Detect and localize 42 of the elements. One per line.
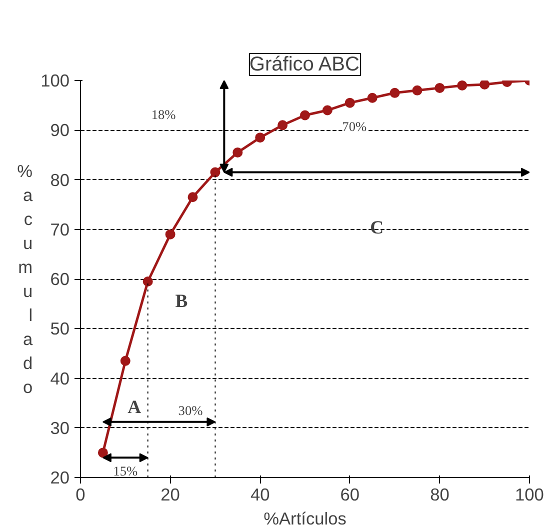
x-tick-label: 40 xyxy=(250,484,270,504)
annotation: 30% xyxy=(178,402,203,418)
point xyxy=(232,147,243,158)
annotation: B xyxy=(175,290,188,312)
point xyxy=(188,192,198,202)
point xyxy=(98,448,108,458)
y-tick-label: 70 xyxy=(50,219,70,240)
x-tick-label: 80 xyxy=(430,484,450,504)
y-tick-label: 40 xyxy=(50,368,70,388)
point xyxy=(367,92,378,103)
x-tick-label: 60 xyxy=(340,484,360,504)
chart-title: Gráfico ABC xyxy=(249,54,360,76)
point xyxy=(480,80,490,90)
y-tick-label: 50 xyxy=(50,318,70,339)
annotation: A xyxy=(128,396,142,418)
x-tick-label: 20 xyxy=(160,484,180,504)
y-tick-label: 90 xyxy=(50,120,70,140)
point xyxy=(120,356,130,366)
text: %acumulado xyxy=(17,161,33,397)
point xyxy=(255,132,266,143)
y-tick-label: 60 xyxy=(50,269,70,289)
point xyxy=(278,120,288,130)
x-axis-title: %Artículos xyxy=(264,508,347,528)
point xyxy=(142,276,153,286)
y-tick-label: 20 xyxy=(50,468,70,488)
annotation: 18% xyxy=(151,106,176,122)
point xyxy=(412,85,422,96)
point xyxy=(344,98,355,108)
y-tick-label: 100 xyxy=(40,70,70,90)
y-tick-label: 30 xyxy=(50,418,70,438)
x-tick-label: 0 xyxy=(76,484,86,504)
point xyxy=(434,82,445,93)
annotation: 70% xyxy=(342,118,367,134)
point xyxy=(390,88,400,98)
point xyxy=(322,105,332,116)
point xyxy=(457,80,468,90)
y-tick-label: 80 xyxy=(50,170,70,190)
x-tick-label: 100 xyxy=(515,484,544,504)
point xyxy=(210,167,220,178)
point xyxy=(300,110,310,120)
annotation: 15% xyxy=(113,464,138,479)
point xyxy=(165,229,176,240)
